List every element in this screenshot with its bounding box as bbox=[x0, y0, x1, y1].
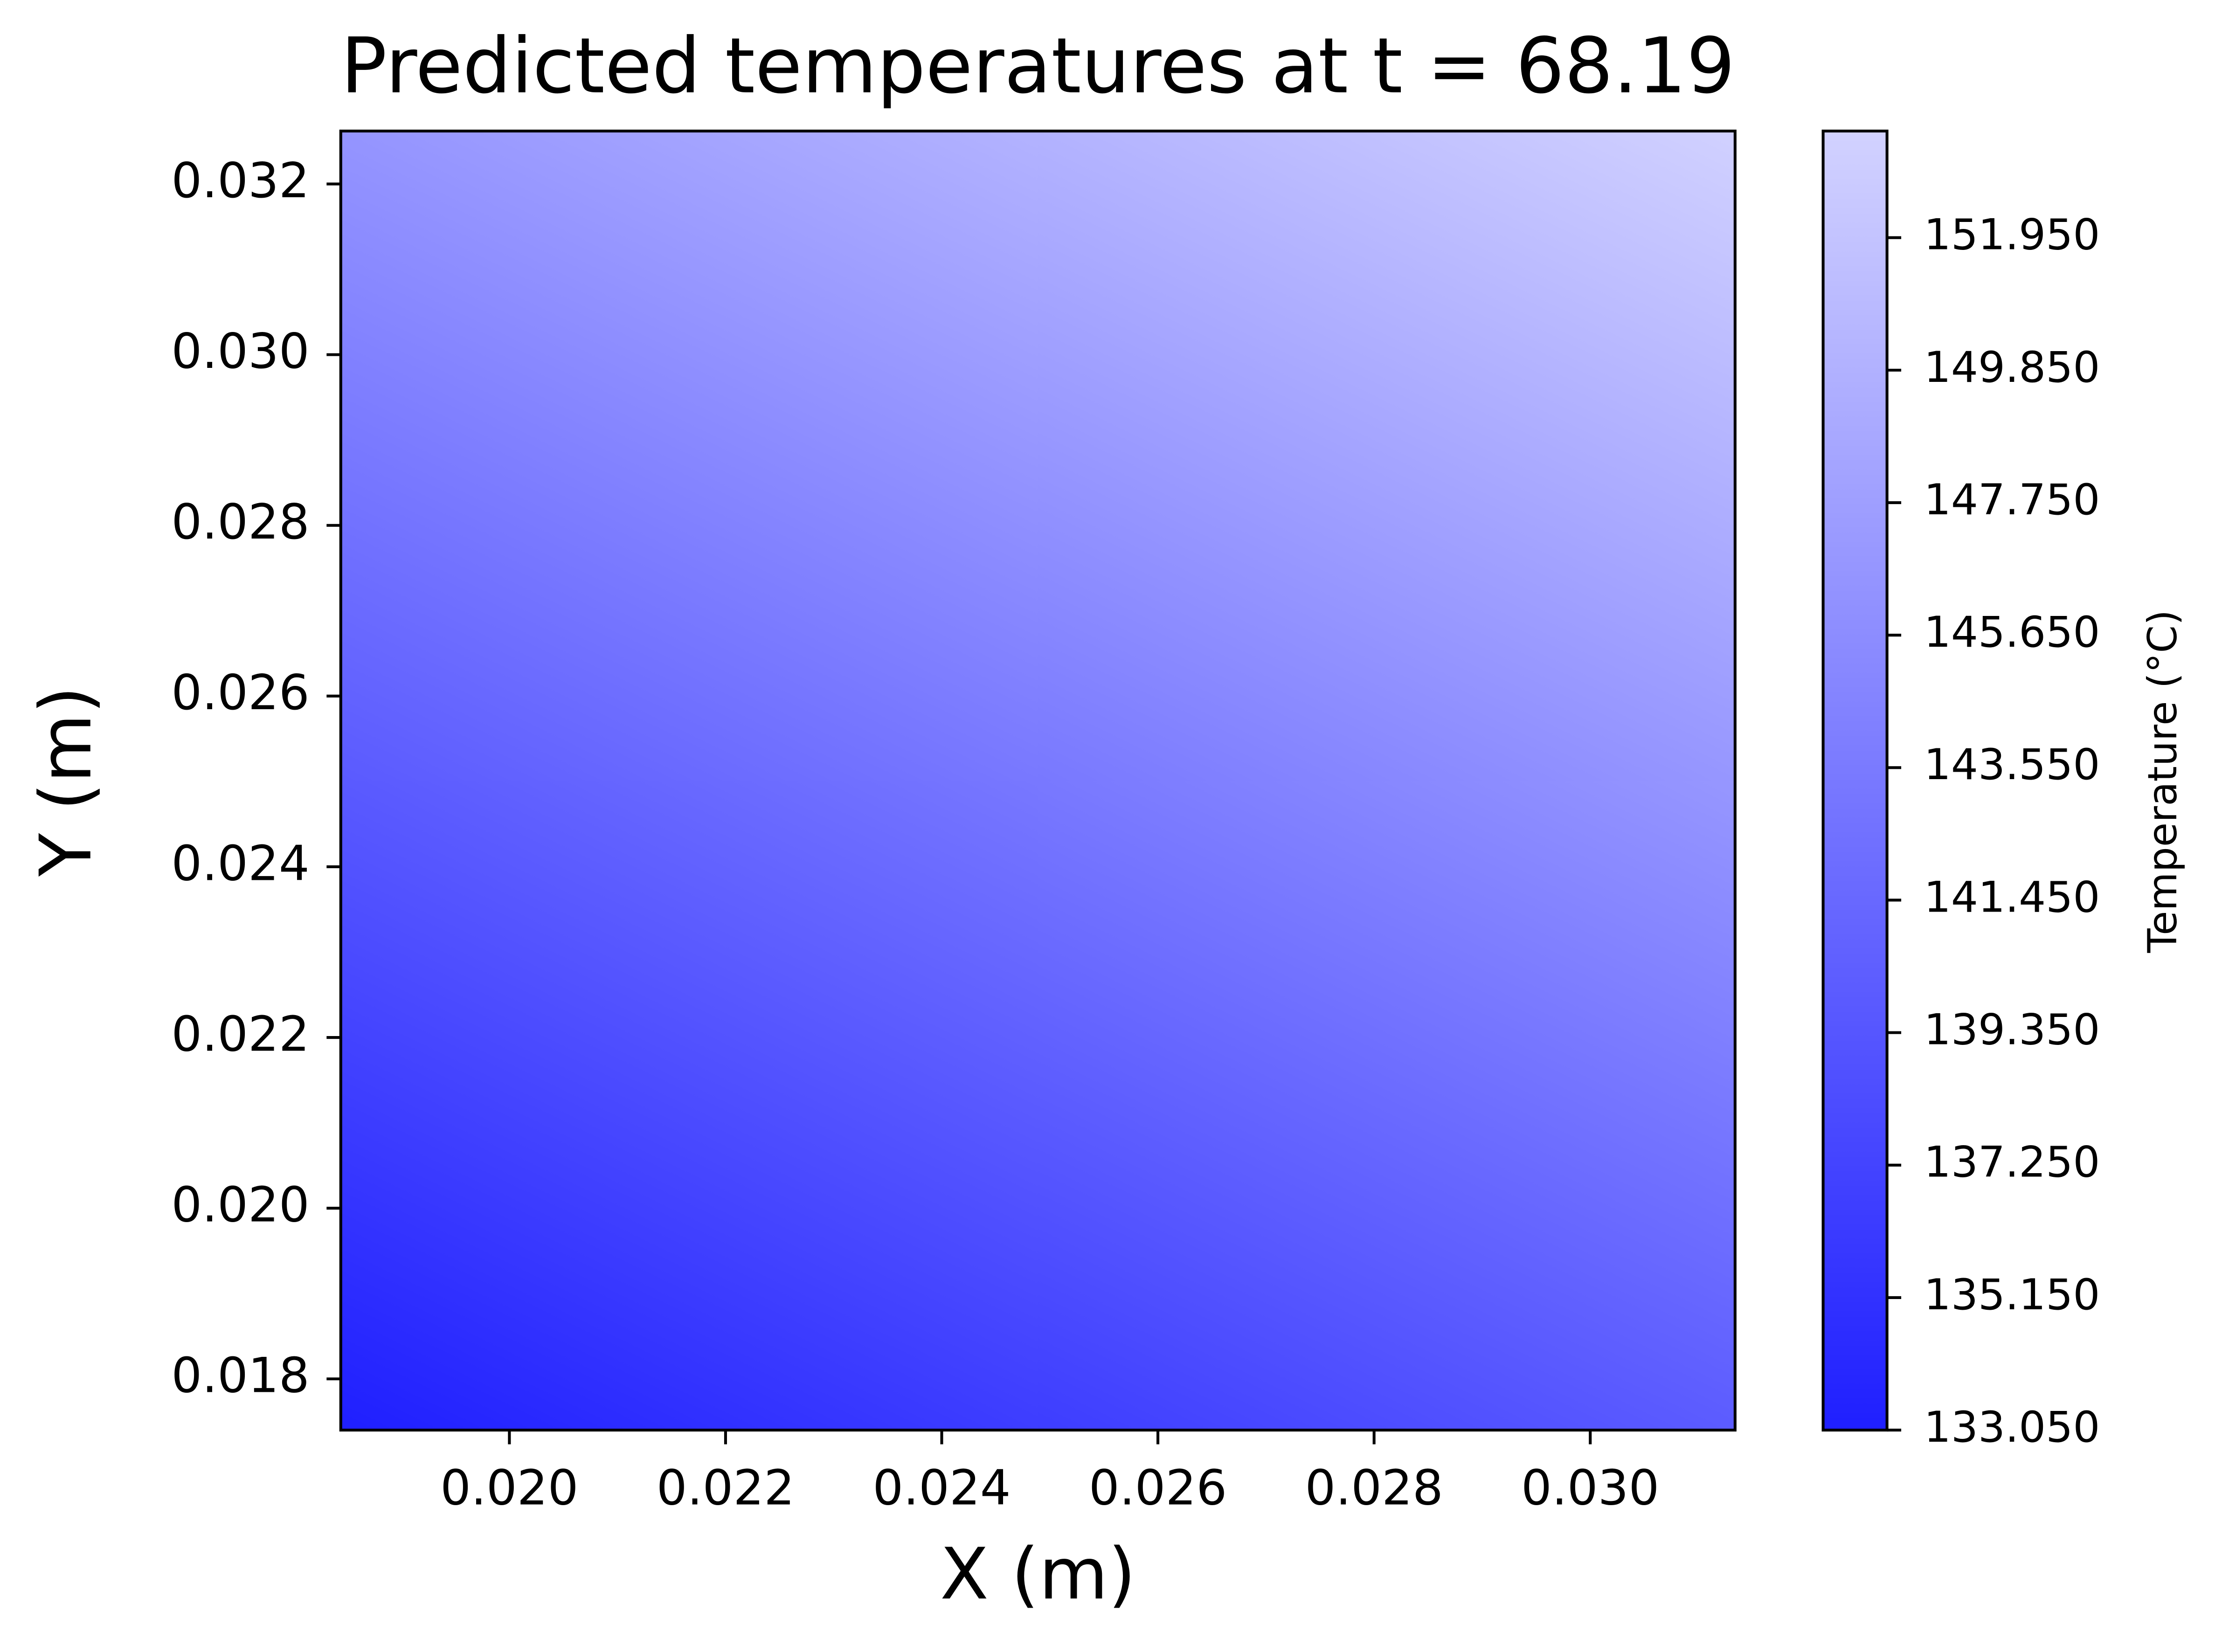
contour-cell bbox=[340, 780, 1038, 1431]
contour-cell bbox=[1037, 131, 1736, 781]
y-tick-label: 0.032 bbox=[171, 153, 309, 209]
colorbar-label: Temperature (°C) bbox=[2140, 610, 2186, 954]
x-axis-label: X (m) bbox=[940, 1533, 1136, 1615]
y-tick-label: 0.024 bbox=[171, 836, 309, 892]
colorbar-tick-label: 145.650 bbox=[1924, 607, 2100, 657]
x-tick-label: 0.022 bbox=[657, 1460, 795, 1516]
colorbar-tick-label: 139.350 bbox=[1924, 1005, 2100, 1055]
y-tick-label: 0.030 bbox=[171, 324, 309, 380]
y-tick-label: 0.020 bbox=[171, 1177, 309, 1233]
x-tick-label: 0.020 bbox=[440, 1460, 578, 1516]
chart-title: Predicted temperatures at t = 68.19 bbox=[341, 21, 1735, 111]
colorbar-tick-label: 149.850 bbox=[1924, 342, 2100, 392]
y-tick-label: 0.018 bbox=[171, 1348, 309, 1404]
colorbar-tick-label: 135.150 bbox=[1924, 1270, 2100, 1320]
y-tick-label: 0.028 bbox=[171, 494, 309, 550]
colorbar-tick-label: 143.550 bbox=[1924, 740, 2100, 789]
x-tick-label: 0.026 bbox=[1089, 1460, 1227, 1516]
colorbar-tick-label: 141.450 bbox=[1924, 872, 2100, 922]
plot-frame bbox=[339, 129, 1737, 1432]
y-tick-label: 0.026 bbox=[171, 665, 309, 721]
x-tick-label: 0.024 bbox=[872, 1460, 1011, 1516]
colorbar-tick-label: 147.750 bbox=[1924, 475, 2100, 525]
x-tick-label: 0.030 bbox=[1521, 1460, 1659, 1516]
colorbar-tick-label: 133.050 bbox=[1924, 1402, 2100, 1452]
x-tick-label: 0.028 bbox=[1305, 1460, 1443, 1516]
contour-cell bbox=[340, 131, 1038, 781]
colorbar-tick-label: 151.950 bbox=[1924, 210, 2100, 260]
colorbar-tick-label: 137.250 bbox=[1924, 1137, 2100, 1187]
colorbar bbox=[1821, 129, 1889, 1432]
y-axis-label: Y (m) bbox=[25, 686, 107, 877]
y-tick-label: 0.022 bbox=[171, 1006, 309, 1062]
contour-cell bbox=[1037, 780, 1736, 1431]
